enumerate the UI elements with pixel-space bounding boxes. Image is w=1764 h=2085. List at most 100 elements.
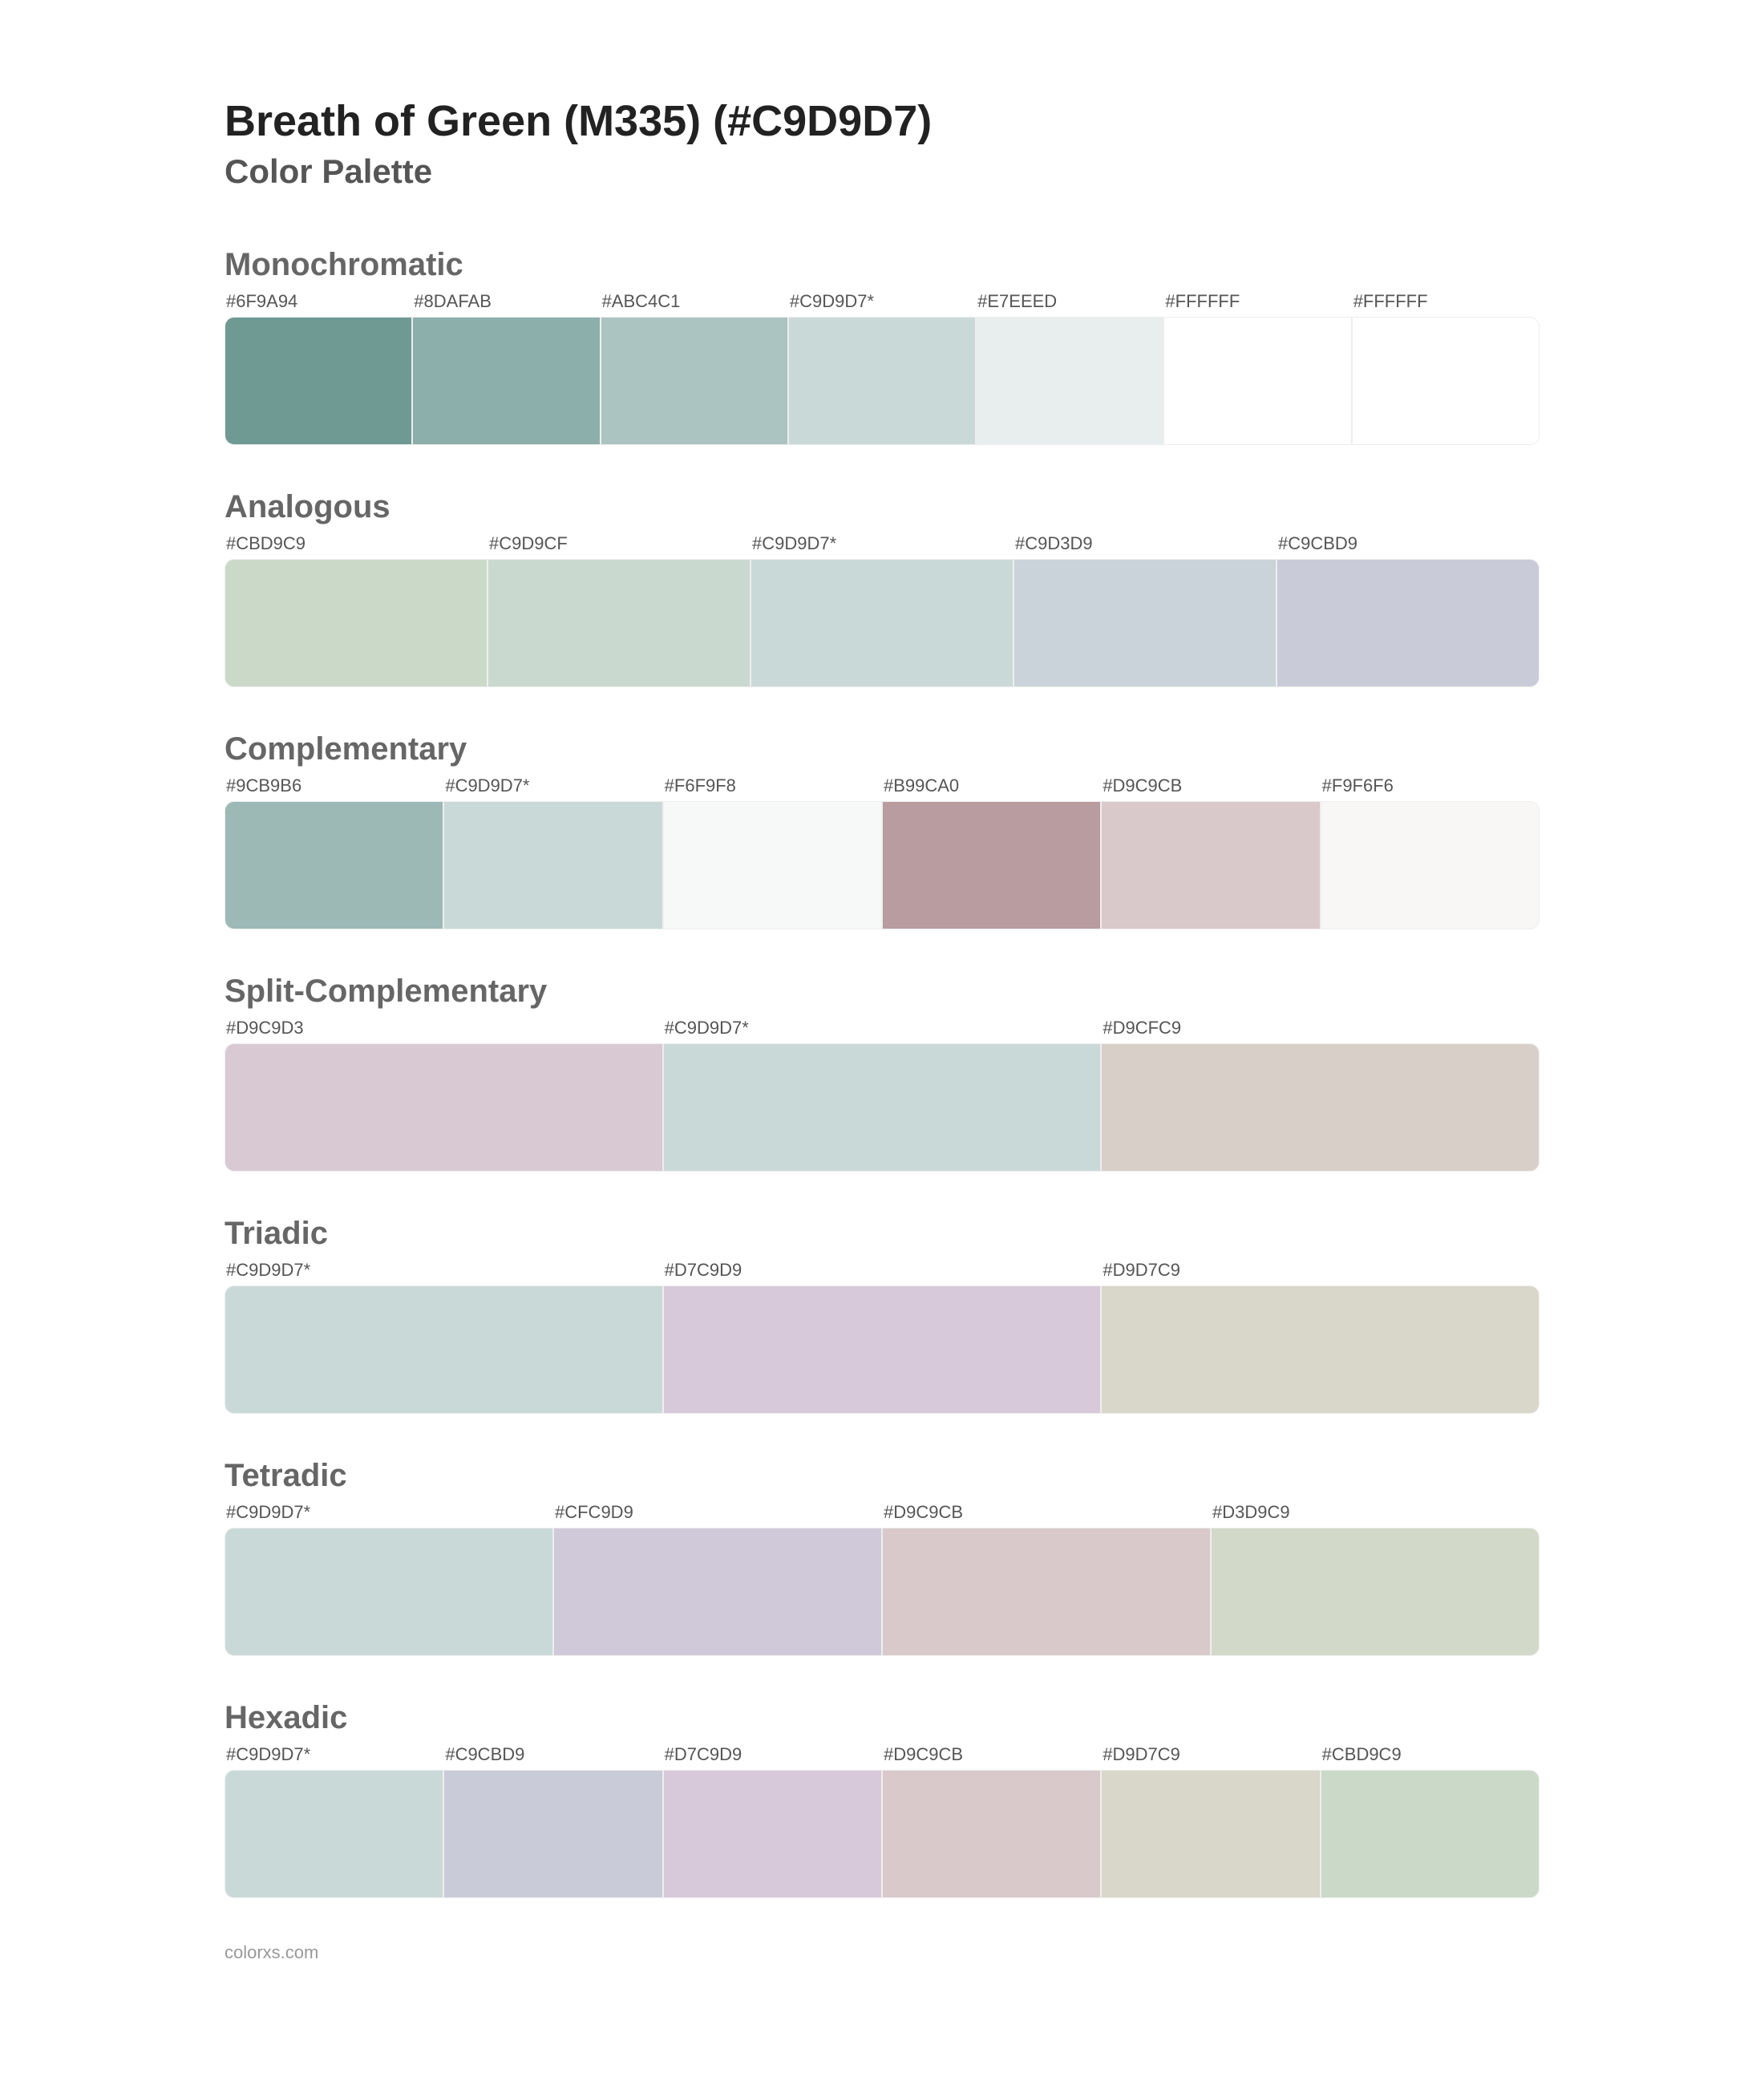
swatch-row: #CBD9C9#C9D9CF#C9D9D7*#C9D3D9#C9CBD9 xyxy=(225,530,1539,687)
color-swatch[interactable] xyxy=(601,317,788,445)
palette-section: Complementary#9CB9B6#C9D9D7*#F6F9F8#B99C… xyxy=(225,731,1539,929)
section-title: Triadic xyxy=(225,1216,1539,1252)
color-swatch[interactable] xyxy=(882,801,1101,929)
swatch-column: #CFC9D9 xyxy=(553,1499,882,1656)
swatch-column: #C9D9D7* xyxy=(225,1257,663,1414)
swatch-label: #D3D9C9 xyxy=(1211,1499,1539,1528)
swatch-label: #C9D9D7* xyxy=(225,1499,553,1528)
color-swatch[interactable] xyxy=(553,1528,882,1656)
color-swatch[interactable] xyxy=(663,801,882,929)
swatch-column: #D9D7C9 xyxy=(1101,1257,1539,1414)
color-swatch[interactable] xyxy=(663,1770,882,1898)
swatch-column: #D9C9CB xyxy=(882,1741,1101,1898)
color-swatch[interactable] xyxy=(1352,317,1539,445)
swatch-row: #D9C9D3#C9D9D7*#D9CFC9 xyxy=(225,1014,1539,1172)
swatch-column: #D7C9D9 xyxy=(663,1257,1102,1414)
color-swatch[interactable] xyxy=(1321,1770,1539,1898)
color-swatch[interactable] xyxy=(225,317,412,445)
swatch-column: #CBD9C9 xyxy=(225,530,488,687)
swatch-column: #D9D7C9 xyxy=(1101,1741,1320,1898)
swatch-column: #FFFFFF xyxy=(1352,288,1539,445)
swatch-column: #C9D9D7* xyxy=(443,772,662,929)
color-swatch[interactable] xyxy=(225,559,488,687)
swatch-row: #C9D9D7*#CFC9D9#D9C9CB#D3D9C9 xyxy=(225,1499,1539,1656)
page-title: Breath of Green (M335) (#C9D9D7) xyxy=(225,96,1539,146)
color-swatch[interactable] xyxy=(412,317,600,445)
color-swatch[interactable] xyxy=(663,1043,1102,1172)
palette-sections: Monochromatic#6F9A94#8DAFAB#ABC4C1#C9D9D… xyxy=(225,247,1539,1898)
color-swatch[interactable] xyxy=(1101,1770,1320,1898)
footer-credit: colorxs.com xyxy=(225,1942,1539,1963)
color-swatch[interactable] xyxy=(882,1528,1211,1656)
swatch-label: #E7EEED xyxy=(976,288,1163,317)
swatch-column: #C9D9D7* xyxy=(663,1014,1102,1172)
swatch-column: #D9C9CB xyxy=(1101,772,1320,929)
palette-section: Triadic #C9D9D7*#D7C9D9#D9D7C9 xyxy=(225,1216,1539,1414)
swatch-column: #C9D9D7* xyxy=(225,1741,443,1898)
swatch-label: #F6F9F8 xyxy=(663,772,882,801)
palette-section: Hexadic#C9D9D7*#C9CBD9#D7C9D9#D9C9CB#D9D… xyxy=(225,1700,1539,1898)
swatch-label: #CBD9C9 xyxy=(1321,1741,1539,1770)
color-swatch[interactable] xyxy=(1211,1528,1539,1656)
swatch-column: #F6F9F8 xyxy=(663,772,882,929)
color-swatch[interactable] xyxy=(882,1770,1101,1898)
swatch-row: #C9D9D7*#C9CBD9#D7C9D9#D9C9CB#D9D7C9#CBD… xyxy=(225,1741,1539,1898)
color-swatch[interactable] xyxy=(1321,801,1539,929)
color-swatch[interactable] xyxy=(788,317,976,445)
palette-section: Monochromatic #6F9A94#8DAFAB#ABC4C1#C9D9D… xyxy=(225,247,1539,445)
swatch-column: #8DAFAB xyxy=(412,288,600,445)
color-swatch[interactable] xyxy=(443,801,662,929)
swatch-column: #B99CA0 xyxy=(882,772,1101,929)
swatch-label: #C9D9D7* xyxy=(225,1257,663,1285)
color-swatch[interactable] xyxy=(225,1285,663,1414)
color-swatch[interactable] xyxy=(225,1770,443,1898)
swatch-label: #C9CBD9 xyxy=(1276,530,1539,559)
swatch-column: #C9D9D7* xyxy=(751,530,1013,687)
swatch-label: #D9CFC9 xyxy=(1101,1014,1539,1043)
swatch-column: #C9CBD9 xyxy=(443,1741,662,1898)
swatch-column: #D9C9CB xyxy=(882,1499,1211,1656)
color-swatch[interactable] xyxy=(1276,559,1539,687)
color-swatch[interactable] xyxy=(225,801,443,929)
swatch-label: #C9CBD9 xyxy=(443,1741,662,1770)
swatch-column: #9CB9B6 xyxy=(225,772,443,929)
color-swatch[interactable] xyxy=(225,1528,553,1656)
color-swatch[interactable] xyxy=(1101,801,1320,929)
color-swatch[interactable] xyxy=(1101,1043,1539,1172)
swatch-label: #6F9A94 xyxy=(225,288,412,317)
swatch-label: #C9D3D9 xyxy=(1013,530,1276,559)
swatch-column: #D3D9C9 xyxy=(1211,1499,1539,1656)
section-title: Analogous xyxy=(225,489,1539,525)
color-swatch[interactable] xyxy=(488,559,751,687)
swatch-label: #9CB9B6 xyxy=(225,772,443,801)
color-swatch[interactable] xyxy=(443,1770,662,1898)
color-swatch[interactable] xyxy=(751,559,1013,687)
section-title: Monochromatic xyxy=(225,247,1539,283)
swatch-label: #F9F6F6 xyxy=(1321,772,1539,801)
color-swatch[interactable] xyxy=(225,1043,663,1172)
swatch-label: #CFC9D9 xyxy=(553,1499,882,1528)
color-swatch[interactable] xyxy=(1163,317,1351,445)
palette-section: Split-Complementary#D9C9D3#C9D9D7*#D9CFC… xyxy=(225,974,1539,1172)
swatch-column: #C9D9D7* xyxy=(788,288,976,445)
swatch-column: #E7EEED xyxy=(976,288,1163,445)
swatch-label: #C9D9D7* xyxy=(751,530,1013,559)
palette-section: Tetradic#C9D9D7*#CFC9D9#D9C9CB#D3D9C9 xyxy=(225,1458,1539,1656)
page-subtitle: Color Palette xyxy=(225,152,1539,191)
color-swatch[interactable] xyxy=(976,317,1163,445)
swatch-label: #C9D9D7* xyxy=(225,1741,443,1770)
color-swatch[interactable] xyxy=(663,1285,1102,1414)
swatch-label: #C9D9D7* xyxy=(443,772,662,801)
swatch-label: #B99CA0 xyxy=(882,772,1101,801)
swatch-label: #ABC4C1 xyxy=(601,288,788,317)
swatch-label: #D9C9CB xyxy=(882,1741,1101,1770)
color-swatch[interactable] xyxy=(1101,1285,1539,1414)
color-swatch[interactable] xyxy=(1013,559,1276,687)
swatch-row: #9CB9B6#C9D9D7*#F6F9F8#B99CA0#D9C9CB#F9F… xyxy=(225,772,1539,929)
swatch-column: #CBD9C9 xyxy=(1321,1741,1539,1898)
swatch-label: #D9C9CB xyxy=(882,1499,1211,1528)
swatch-column: #C9D9D7* xyxy=(225,1499,553,1656)
swatch-column: #C9D3D9 xyxy=(1013,530,1276,687)
swatch-label: #C9D9D7* xyxy=(788,288,976,317)
swatch-column: #C9D9CF xyxy=(488,530,751,687)
